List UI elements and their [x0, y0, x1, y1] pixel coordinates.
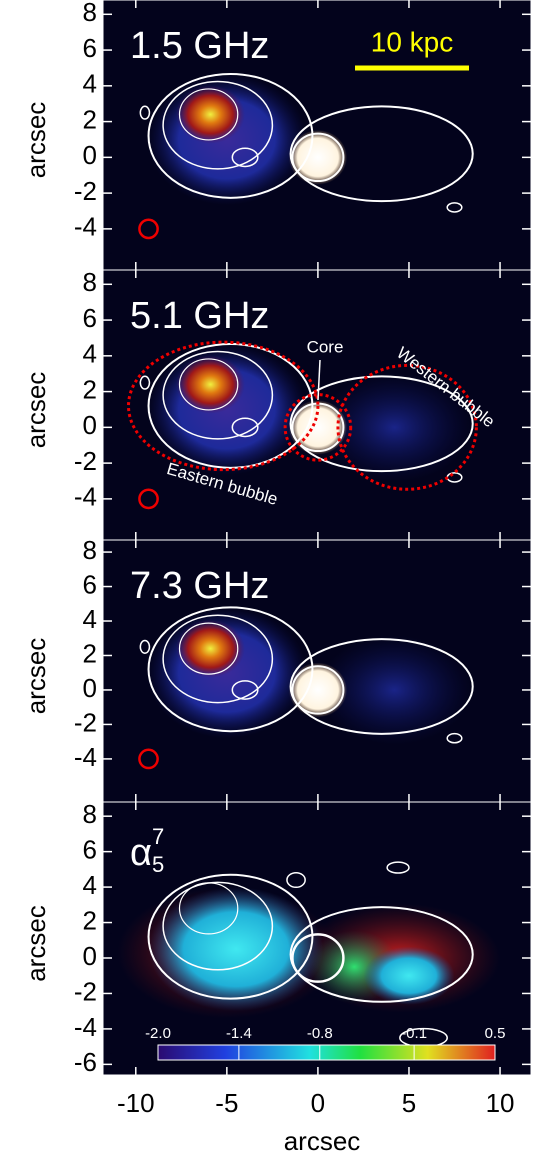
- y-tick-label: 0: [83, 410, 97, 440]
- y-tick-label: 2: [83, 104, 97, 134]
- panel-title-sup: 7: [152, 824, 164, 849]
- colorbar-tick-label: -0.1: [401, 1025, 427, 1042]
- x-axis-label: arcsec: [284, 1126, 361, 1156]
- x-tick-label: 10: [486, 1088, 515, 1118]
- y-tick-label: -4: [74, 212, 97, 242]
- emission: [289, 663, 347, 718]
- panel: arcsec 1.5 GHz 10 kpc: [21, 0, 531, 270]
- y-axis-label: arcsec: [21, 102, 51, 179]
- emission: [176, 619, 245, 677]
- y-tick-label: -4: [74, 482, 97, 512]
- panel-title-sub: 5: [152, 852, 164, 877]
- panel-title: α: [130, 832, 152, 874]
- colorbar-tick-label: -0.8: [307, 1025, 333, 1042]
- colorbar-tick-label: -2.0: [145, 1025, 171, 1042]
- y-tick-label: 0: [83, 140, 97, 170]
- y-axis-label: arcsec: [21, 905, 51, 982]
- y-tick-label: 6: [83, 33, 97, 63]
- y-tick-label: 8: [83, 799, 97, 829]
- y-tick-label: 0: [83, 941, 97, 971]
- y-tick-label: -2: [74, 976, 97, 1006]
- panel: arcsec 7.3 GHz: [21, 540, 531, 802]
- emission: [176, 355, 245, 413]
- y-tick-label: -2: [74, 707, 97, 737]
- y-axis-label: arcsec: [21, 372, 51, 449]
- y-tick-label: 8: [83, 535, 97, 565]
- annotation: Core: [307, 337, 344, 356]
- y-tick-label: -2: [74, 446, 97, 476]
- y-axis-label: arcsec: [21, 638, 51, 715]
- x-tick-label: -5: [215, 1088, 238, 1118]
- y-tick-label: 6: [83, 569, 97, 599]
- y-tick-label: -4: [74, 1012, 97, 1042]
- emission: [289, 130, 347, 185]
- y-tick-label: 4: [83, 339, 97, 369]
- colorbar-tick-label: 0.5: [485, 1025, 506, 1042]
- x-tick-label: -10: [117, 1088, 155, 1118]
- y-tick-label: 6: [83, 303, 97, 333]
- y-tick-label: 0: [83, 673, 97, 703]
- y-tick-label: 2: [83, 638, 97, 668]
- y-tick-label: 4: [83, 604, 97, 634]
- y-tick-label: 2: [83, 374, 97, 404]
- y-tick-label: 6: [83, 835, 97, 865]
- y-tick-label: 2: [83, 905, 97, 935]
- y-tick-label: 8: [83, 267, 97, 297]
- colorbar: [158, 1045, 495, 1060]
- emission: [149, 887, 324, 1011]
- y-tick-label: 4: [83, 69, 97, 99]
- panel-title: 5.1 GHz: [130, 295, 269, 337]
- panel-title: 7.3 GHz: [130, 565, 269, 607]
- emission: [176, 85, 245, 143]
- y-tick-label: -6: [74, 1047, 97, 1077]
- figure: arcsec 1.5 GHz 10 kpc 8 6 4 2 0 -2 -4 arcsec 5.1 GH…: [0, 0, 534, 1161]
- x-tick-label: 0: [311, 1088, 325, 1118]
- panel-title: 1.5 GHz: [130, 25, 269, 67]
- y-tick-label: 8: [83, 0, 97, 27]
- emission: [363, 947, 454, 1005]
- y-tick-label: 4: [83, 870, 97, 900]
- colorbar-tick-label: -1.4: [226, 1025, 252, 1042]
- y-tick-label: -2: [74, 176, 97, 206]
- y-tick-label: -4: [74, 742, 97, 772]
- scalebar-label: 10 kpc: [371, 26, 454, 57]
- x-tick-label: 5: [402, 1088, 416, 1118]
